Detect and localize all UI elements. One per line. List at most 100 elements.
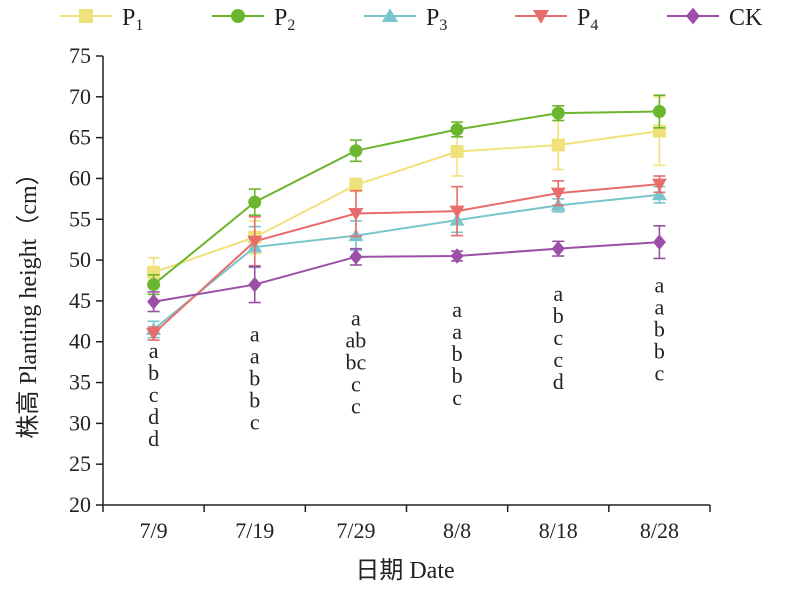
significance-letter: c [553, 325, 563, 350]
data-point [349, 178, 363, 192]
x-tick-label: 8/18 [539, 518, 578, 543]
y-tick-label: 25 [69, 451, 91, 476]
series-p3 [146, 185, 667, 339]
y-tick-label: 45 [69, 288, 91, 313]
legend-marker [231, 9, 245, 23]
data-point [248, 276, 262, 293]
significance-letter: c [452, 385, 462, 410]
series-line [152, 193, 660, 331]
data-point [550, 187, 566, 201]
legend: P1 P2 P3 P4 CK [60, 5, 763, 34]
significance-letter: a [250, 322, 260, 347]
data-point [651, 187, 667, 201]
y-tick-label: 50 [69, 247, 91, 272]
series-line [153, 130, 660, 274]
legend-marker [381, 8, 399, 22]
legend-subscript: 4 [590, 17, 598, 34]
axes: 20 25 30 35 40 45 50 55 60 65 70 75 7/9 7/19 7/29 8/8 8/… [69, 43, 711, 543]
significance-letter: b [452, 341, 463, 366]
data-point [247, 235, 263, 249]
y-tick-label: 65 [69, 125, 91, 150]
significance-letter: c [351, 393, 361, 418]
data-point [551, 106, 565, 120]
significance-letter: a [655, 273, 665, 298]
legend-label: P3 [426, 5, 447, 34]
series-group [146, 94, 667, 341]
significance-letter: b [249, 388, 260, 413]
data-point [147, 265, 161, 279]
x-tick-label: 8/28 [640, 518, 679, 543]
significance-letter: a [655, 295, 665, 320]
data-point [551, 138, 565, 152]
y-tick-label: 20 [69, 492, 91, 517]
data-point [147, 278, 161, 292]
data-point [652, 105, 666, 119]
data-point [450, 248, 464, 264]
legend-subscript: 1 [135, 17, 143, 34]
data-point [449, 205, 465, 219]
x-tick-label: 7/9 [140, 518, 168, 543]
significance-letter: a [452, 297, 462, 322]
y-tick-label: 60 [69, 165, 91, 190]
data-point [147, 293, 161, 310]
significance-letter: bc [346, 349, 367, 374]
legend-item: P2 [212, 5, 295, 34]
data-point [146, 328, 162, 341]
x-tick-label: 7/19 [235, 518, 274, 543]
significance-letter: c [553, 347, 563, 372]
significance-letter: b [654, 317, 665, 342]
data-point [450, 122, 464, 136]
data-point [652, 234, 666, 250]
legend-label: P4 [577, 5, 598, 34]
y-tick-label: 35 [69, 370, 91, 395]
x-axis-title: 日期 Date [355, 558, 454, 584]
legend-subscript: 2 [287, 17, 295, 34]
significance-letter: a [250, 344, 260, 369]
legend-subscript: 3 [439, 17, 447, 34]
series-line [152, 110, 660, 286]
y-tick-label: 55 [69, 206, 91, 231]
significance-letter: a [452, 319, 462, 344]
series-ck [147, 225, 666, 313]
data-point [349, 144, 363, 158]
significance-letter: d [148, 404, 159, 429]
series-p4 [146, 175, 667, 341]
legend-label: CK [729, 5, 763, 31]
significance-letter: c [250, 410, 260, 435]
y-tick-label: 40 [69, 329, 91, 354]
data-point [248, 195, 262, 209]
significance-letter: a [149, 338, 159, 363]
significance-letter: c [655, 361, 665, 386]
legend-marker [686, 7, 700, 25]
significance-letter: a [553, 281, 563, 306]
data-point [348, 208, 364, 221]
significance-letter: b [553, 303, 564, 328]
series-line [153, 241, 660, 303]
legend-item: P1 [60, 5, 143, 34]
legend-marker [79, 9, 93, 23]
data-point [349, 249, 363, 265]
significance-letter: d [553, 369, 564, 394]
y-tick-label: 30 [69, 410, 91, 435]
series-p2 [147, 94, 666, 296]
y-axis-title: 株高 Planting height（cm） [15, 161, 42, 438]
significance-letter: b [452, 363, 463, 388]
legend-label: P1 [122, 5, 143, 34]
x-tick-label: 8/8 [443, 518, 471, 543]
series-p1 [147, 96, 666, 288]
legend-marker [532, 10, 550, 24]
significance-letter: b [148, 360, 159, 385]
significance-letter: a [351, 305, 361, 330]
series-line [152, 183, 660, 335]
significance-letter: c [149, 382, 159, 407]
legend-item: P3 [364, 5, 447, 34]
x-tick-label: 7/29 [336, 518, 375, 543]
significance-letter: c [351, 371, 361, 396]
legend-item: CK [667, 5, 763, 31]
significance-letter: ab [346, 327, 367, 352]
significance-letter: b [654, 339, 665, 364]
legend-label: P2 [274, 5, 295, 34]
data-point [651, 178, 667, 192]
